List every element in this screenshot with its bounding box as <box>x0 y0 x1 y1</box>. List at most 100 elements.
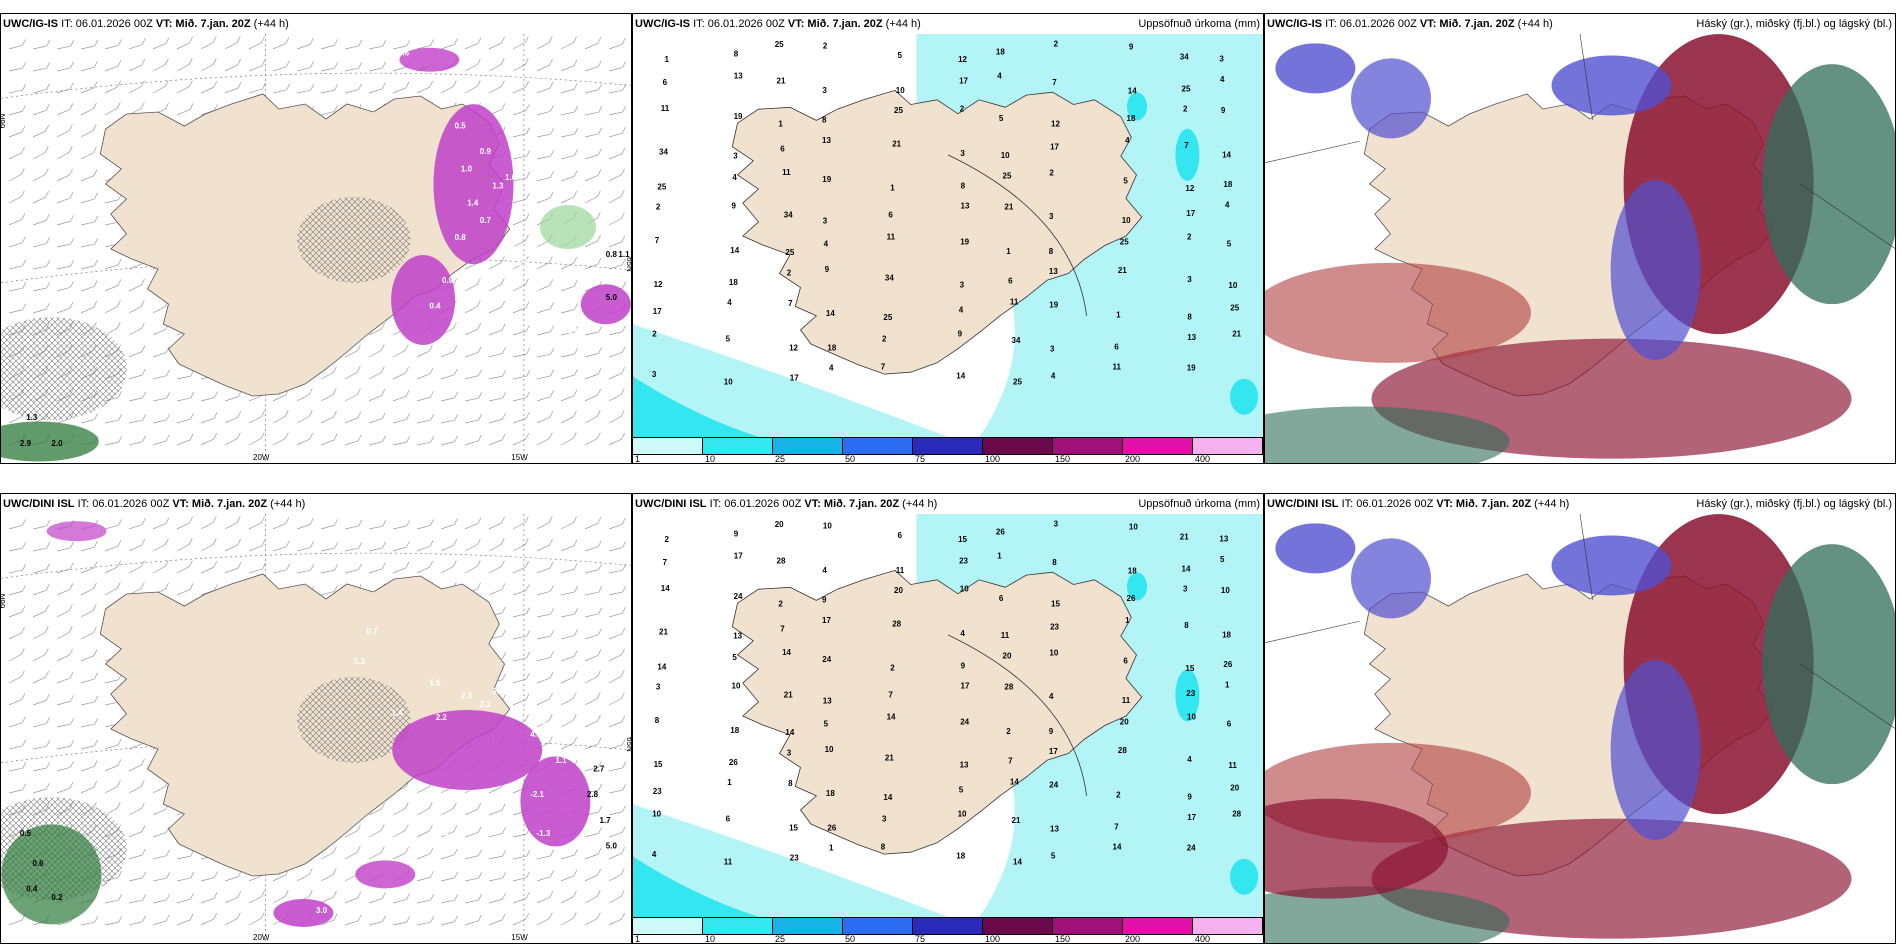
wind-barb <box>584 569 599 574</box>
wind-barb-flag <box>94 60 98 68</box>
wind-barb-flag <box>189 433 194 441</box>
wind-barb-flag <box>526 347 530 355</box>
wind-barb <box>488 42 502 50</box>
precip-value: 20 <box>1120 718 1129 727</box>
wind-barb-flag <box>22 282 27 289</box>
wind-barb <box>56 632 70 640</box>
wind-barb <box>440 921 455 926</box>
wind-barb-flag <box>380 344 385 351</box>
wind-barb <box>8 67 23 72</box>
wind-barb-flag <box>237 411 242 418</box>
wind-barb-flag <box>93 280 98 287</box>
wind-barb <box>560 42 574 50</box>
wind-barb-flag <box>334 105 338 112</box>
precip-value: 17 <box>1049 747 1058 756</box>
wind-barb <box>32 45 47 50</box>
precip-value: 6 <box>1123 657 1128 666</box>
wind-barb <box>56 265 71 270</box>
wind-barb-flag <box>573 280 578 287</box>
wind-barb <box>368 830 382 838</box>
wind-barb-flag <box>117 539 122 547</box>
wind-barb-flag <box>141 80 145 87</box>
wind-barb <box>56 67 71 72</box>
wind-barb <box>344 897 359 904</box>
wind-barb-flag <box>141 38 146 45</box>
wind-barb <box>56 220 71 226</box>
wind-barb <box>560 568 575 574</box>
wind-barb <box>200 877 215 882</box>
wind-barb-flag <box>597 169 602 176</box>
colorbar-cell <box>913 438 983 454</box>
wind-barb <box>464 85 478 94</box>
panel-ig-cloud: UWC/IG-IS IT: 06.01.2026 00Z VT: Mið. 7.… <box>1264 13 1896 464</box>
precip-value: 11 <box>896 566 905 575</box>
map-precip: 1 8 25 2 5 12 18 2 9 34 3 6 13 21 3 10 17 4 7 14 25 4 11 19 1 8 25… <box>633 34 1263 437</box>
wind-barb-flag <box>501 36 505 43</box>
wind-barb <box>488 397 503 402</box>
wind-barb <box>104 441 119 446</box>
wind-barb <box>512 42 526 50</box>
wind-barb-flag <box>261 59 266 66</box>
wind-barb <box>440 544 454 552</box>
wind-barb-flag <box>477 58 481 65</box>
wind-barb <box>536 353 551 358</box>
wind-barb-flag <box>526 192 530 200</box>
wind-barb <box>440 397 455 402</box>
precip-value: 24 <box>734 592 743 601</box>
value-label: 0.9 <box>442 276 454 285</box>
wind-barb <box>536 522 550 530</box>
precip-value: 23 <box>653 787 662 796</box>
wind-barb <box>224 876 239 882</box>
wind-barb <box>488 566 502 574</box>
wind-barb <box>536 262 550 270</box>
wind-barb-flag <box>237 538 241 546</box>
wind-barb <box>8 287 23 292</box>
model-name: UWC/DINI ISL <box>1267 498 1339 510</box>
precip-value: 9 <box>732 202 737 211</box>
precip-value: 18 <box>956 852 965 861</box>
wind-barb-flag <box>70 61 74 68</box>
wind-barb <box>80 243 95 248</box>
lat-line <box>1 72 631 99</box>
wind-barb <box>176 522 190 530</box>
cloud-high <box>1265 798 1448 899</box>
wind-barb-flag <box>549 561 554 569</box>
wind-barb-flag <box>525 538 529 545</box>
wind-barb-flag <box>598 761 602 768</box>
wind-barb-flag <box>190 893 194 900</box>
wind-barb <box>584 240 598 248</box>
wind-barb <box>512 566 526 574</box>
wind-barb-flag <box>285 37 290 44</box>
wind-barb-flag <box>213 58 217 65</box>
wind-barb <box>560 285 575 292</box>
wind-barb-flag <box>213 538 217 545</box>
panel-dini-precip: UWC/DINI ISL IT: 06.01.2026 00Z VT: Mið.… <box>632 493 1264 944</box>
wind-barb-flag <box>525 36 529 43</box>
wind-barb-flag <box>334 563 339 571</box>
precip-value: 7 <box>1184 141 1189 150</box>
graticule <box>1265 514 1895 729</box>
value-label: 0.3 <box>354 657 366 666</box>
cloud-low <box>1275 523 1356 574</box>
wind-barb-flag <box>381 412 386 419</box>
wind-barb <box>224 87 239 94</box>
wind-barb <box>8 525 23 530</box>
wind-barb-flag <box>573 191 578 198</box>
wind-barb-flag <box>574 629 578 636</box>
precip-value: 4 <box>1220 75 1225 84</box>
init-time: IT: 06.01.2026 00Z <box>1325 18 1417 30</box>
wind-barb <box>152 43 167 50</box>
wind-barb-flag <box>621 890 625 897</box>
wind-barb-flag <box>261 516 265 523</box>
wind-barb-flag <box>46 281 50 289</box>
wind-barb-flag <box>213 104 218 111</box>
precip-value: 18 <box>1127 114 1136 123</box>
wind-barb <box>416 807 430 816</box>
wind-barb <box>104 786 118 794</box>
wind-barb <box>128 44 143 50</box>
model-name: UWC/IG-IS <box>3 18 58 30</box>
wind-barb <box>560 875 575 882</box>
wind-barb-flag <box>621 410 625 417</box>
colorbar-label: 75 <box>914 454 925 464</box>
wind-barb <box>512 635 527 640</box>
